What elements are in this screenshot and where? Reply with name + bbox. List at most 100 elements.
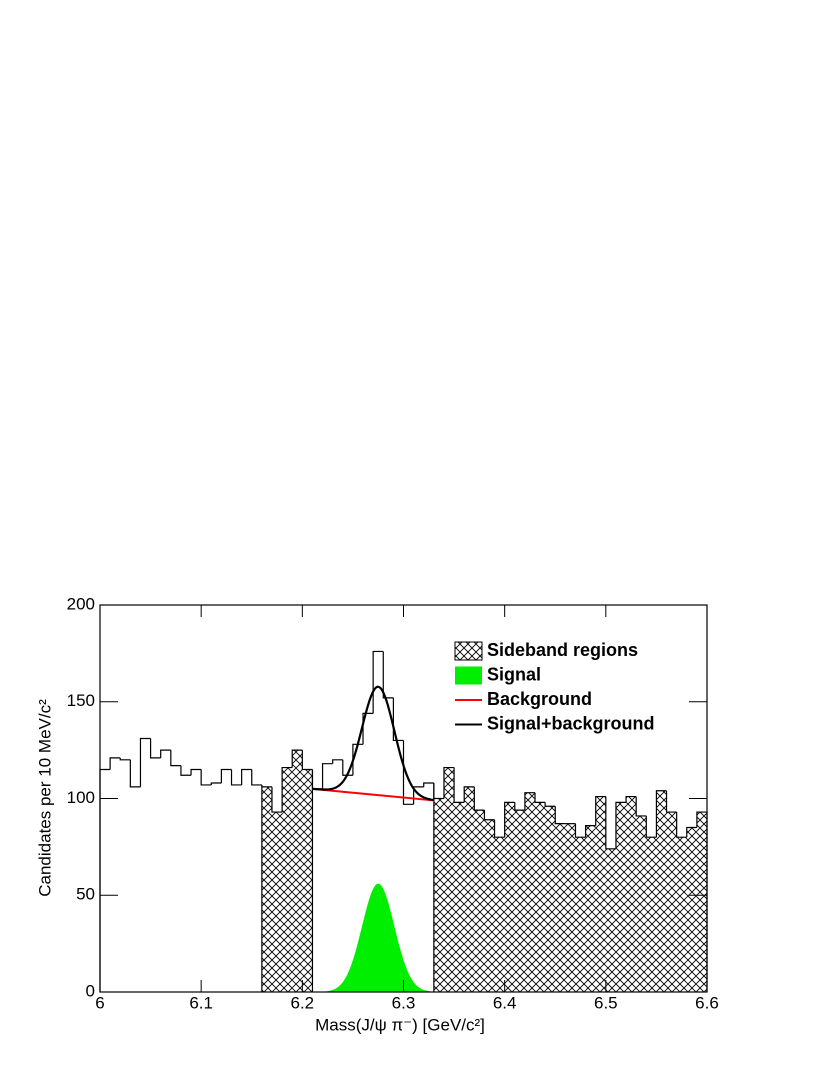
sideband-fill (575, 837, 586, 992)
histogram-bin (635, 796, 647, 817)
histogram-bin (311, 769, 323, 790)
legend-label: Signal (487, 664, 541, 684)
histogram-bin (574, 823, 586, 838)
sideband-fill (605, 848, 616, 992)
sideband-fill (484, 819, 495, 992)
total-curve (312, 685, 435, 802)
histogram-bin (463, 786, 475, 803)
sideband-fill (666, 812, 677, 992)
sideband-fill (656, 790, 667, 992)
sideband-fill (646, 837, 657, 992)
histogram-bin (453, 767, 465, 803)
histogram-bin (585, 824, 596, 838)
histogram-bin (332, 759, 343, 764)
sideband-fill (282, 767, 293, 992)
x-tick-label: 6.6 (695, 993, 719, 1012)
histogram-bin (686, 826, 697, 838)
y-tick-label: 100 (67, 788, 95, 807)
histogram-bin (362, 712, 374, 745)
legend-label: Signal+background (487, 713, 655, 733)
sideband-fill (565, 823, 576, 992)
histogram-bin (180, 765, 192, 776)
x-tick-label: 6.4 (493, 993, 517, 1012)
histogram-bin (392, 697, 404, 742)
background-line (312, 787, 434, 802)
sideband-fill (636, 815, 647, 992)
histogram-bin (170, 750, 181, 767)
histogram-bin (433, 783, 444, 800)
histogram-bin (190, 768, 202, 776)
sideband-fill (555, 823, 566, 992)
sideband-fill (696, 812, 707, 992)
x-tick-label: 6.5 (594, 993, 618, 1012)
histogram-bin (149, 738, 161, 759)
y-tick-label: 150 (67, 691, 95, 710)
histogram-bin (493, 819, 505, 838)
sideband-fill (474, 810, 485, 992)
histogram-bin (129, 759, 141, 788)
sideband-fill (464, 786, 475, 992)
histogram-bin (139, 737, 151, 787)
histogram-bin (504, 801, 515, 838)
sideband-fill (545, 806, 556, 992)
histogram-bin (99, 768, 111, 992)
legend-swatch (455, 666, 482, 685)
histogram-bin (534, 792, 546, 803)
histogram-bin (655, 790, 667, 838)
legend-swatch (454, 641, 483, 661)
y-tick-label: 50 (76, 885, 95, 904)
sideband-fill (504, 802, 515, 992)
x-axis-label: Mass(J/ψ π⁻) [GeV/c²] (315, 1015, 485, 1034)
sideband-fill (676, 837, 687, 992)
histogram-bin (352, 743, 364, 776)
histogram-bin (119, 757, 131, 761)
sideband-fill (271, 812, 283, 992)
histogram-bin (483, 810, 495, 821)
histogram-bin (423, 782, 434, 787)
sideband-fill (514, 810, 525, 992)
sideband-fill (261, 786, 272, 992)
y-tick-label: 0 (86, 981, 95, 1000)
sideband-fill (292, 750, 303, 992)
x-tick-label: 6.1 (189, 993, 213, 1012)
histogram-bin (402, 740, 414, 805)
histogram-bin (160, 749, 171, 758)
sideband-fill (615, 802, 627, 992)
sideband-fill (433, 798, 444, 992)
histogram-bin (625, 795, 637, 803)
histogram-bin (645, 815, 657, 838)
sideband-fill (595, 796, 606, 992)
histogram-bin (665, 790, 677, 813)
sideband-fill (302, 769, 313, 992)
histogram-bin (615, 801, 627, 849)
histogram-bin (554, 806, 566, 825)
legend-label: Sideband regions (487, 640, 638, 660)
histogram-bin (524, 792, 536, 811)
sideband-fill (535, 802, 546, 992)
y-tick-label: 200 (67, 594, 95, 613)
x-tick-label: 6.3 (392, 993, 416, 1012)
histogram-bin (291, 749, 303, 768)
histogram-bin (241, 768, 252, 785)
histogram-bin (443, 766, 455, 799)
histogram-bin (261, 784, 272, 788)
histogram-bin (109, 757, 121, 770)
histogram-bin (372, 650, 384, 714)
histogram-bin (251, 769, 262, 786)
histogram-bin (514, 802, 525, 811)
histogram-bin (544, 802, 556, 807)
histogram-bin (676, 812, 687, 838)
histogram-bin (321, 763, 333, 789)
sideband-fill (585, 825, 596, 992)
y-axis-label: Candidates per 10 MeV/c² (35, 699, 54, 897)
histogram-bin (301, 750, 313, 771)
histogram-bin (230, 769, 242, 786)
sideband-fill (524, 792, 536, 992)
histogram-bin (210, 782, 222, 785)
histogram-bin (605, 796, 616, 850)
histogram-bin (220, 768, 232, 784)
histogram-bin (281, 766, 293, 813)
x-tick-label: 6 (95, 993, 104, 1012)
histogram-bin (200, 769, 212, 786)
